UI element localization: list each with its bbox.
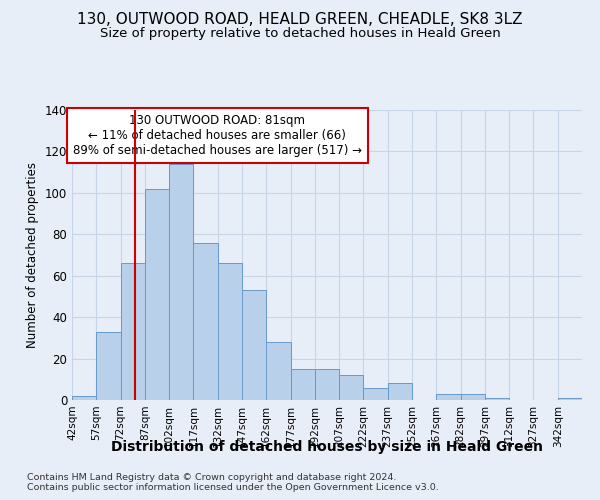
- Text: Contains HM Land Registry data © Crown copyright and database right 2024.: Contains HM Land Registry data © Crown c…: [27, 473, 397, 482]
- Bar: [558, 398, 582, 400]
- Bar: [72, 396, 96, 400]
- Text: Size of property relative to detached houses in Heald Green: Size of property relative to detached ho…: [100, 28, 500, 40]
- Bar: [461, 394, 485, 400]
- Bar: [315, 369, 339, 400]
- Bar: [218, 264, 242, 400]
- Bar: [364, 388, 388, 400]
- Text: Distribution of detached houses by size in Heald Green: Distribution of detached houses by size …: [111, 440, 543, 454]
- Bar: [485, 398, 509, 400]
- Bar: [388, 384, 412, 400]
- Text: 130, OUTWOOD ROAD, HEALD GREEN, CHEADLE, SK8 3LZ: 130, OUTWOOD ROAD, HEALD GREEN, CHEADLE,…: [77, 12, 523, 28]
- Text: 130 OUTWOOD ROAD: 81sqm
← 11% of detached houses are smaller (66)
89% of semi-de: 130 OUTWOOD ROAD: 81sqm ← 11% of detache…: [73, 114, 362, 158]
- Y-axis label: Number of detached properties: Number of detached properties: [26, 162, 39, 348]
- Bar: [266, 342, 290, 400]
- Bar: [96, 332, 121, 400]
- Bar: [436, 394, 461, 400]
- Bar: [193, 242, 218, 400]
- Bar: [121, 264, 145, 400]
- Bar: [339, 375, 364, 400]
- Bar: [242, 290, 266, 400]
- Text: Contains public sector information licensed under the Open Government Licence v3: Contains public sector information licen…: [27, 483, 439, 492]
- Bar: [169, 164, 193, 400]
- Bar: [290, 369, 315, 400]
- Bar: [145, 188, 169, 400]
